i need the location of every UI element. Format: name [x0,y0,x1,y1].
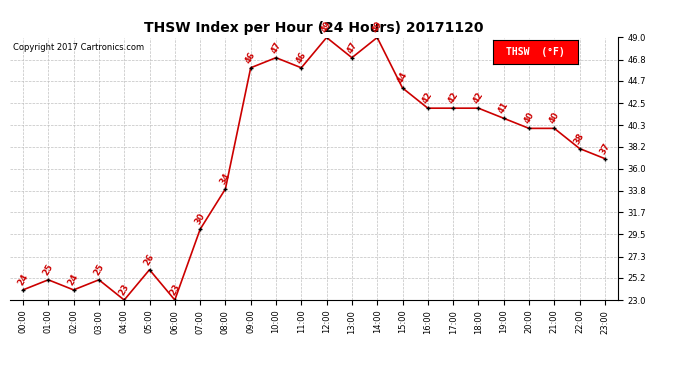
Text: 46: 46 [295,50,308,65]
Text: 26: 26 [143,252,157,267]
Text: 44: 44 [395,70,409,85]
Text: 37: 37 [598,141,611,156]
Text: 23: 23 [168,282,181,297]
Text: 30: 30 [193,212,207,226]
Text: 49: 49 [319,20,333,34]
Text: 24: 24 [16,272,30,287]
Text: 25: 25 [41,262,55,277]
Text: 34: 34 [219,171,233,186]
Text: 25: 25 [92,262,106,277]
Text: 38: 38 [573,131,586,146]
Text: 42: 42 [421,90,435,105]
Text: 49: 49 [371,20,384,34]
Text: 42: 42 [471,90,485,105]
Text: 40: 40 [547,111,561,125]
Text: 42: 42 [446,90,460,105]
Title: THSW Index per Hour (24 Hours) 20171120: THSW Index per Hour (24 Hours) 20171120 [144,21,484,35]
Text: 47: 47 [345,40,359,55]
Text: 40: 40 [522,111,536,125]
Text: 24: 24 [67,272,81,287]
Text: 41: 41 [497,100,511,115]
Text: 46: 46 [244,50,257,65]
Text: Copyright 2017 Cartronics.com: Copyright 2017 Cartronics.com [13,43,144,52]
Text: 23: 23 [117,282,131,297]
Text: 47: 47 [269,40,283,55]
